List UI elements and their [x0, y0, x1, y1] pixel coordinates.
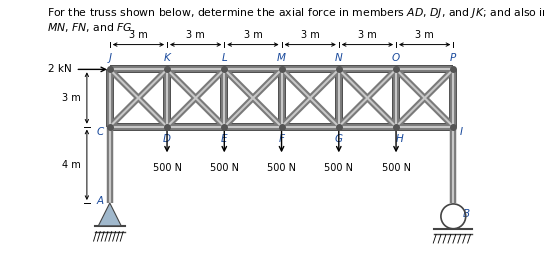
Text: J: J [108, 53, 112, 63]
Text: 500 N: 500 N [381, 163, 411, 173]
Text: 3 m: 3 m [129, 30, 148, 40]
Text: 4 m: 4 m [63, 160, 81, 170]
Text: 3 m: 3 m [244, 30, 262, 40]
Text: O: O [392, 53, 400, 63]
Text: For the truss shown below, determine the axial force in members $\mathit{AD}$, $: For the truss shown below, determine the… [47, 6, 544, 20]
Text: 500 N: 500 N [324, 163, 353, 173]
Text: F: F [279, 134, 285, 144]
Text: P: P [450, 53, 456, 63]
Text: A: A [97, 196, 104, 206]
Text: H: H [396, 134, 404, 144]
Text: N: N [335, 53, 343, 63]
Text: L: L [221, 53, 227, 63]
Text: 2 kN: 2 kN [48, 64, 72, 74]
Text: 500 N: 500 N [152, 163, 182, 173]
Text: K: K [164, 53, 170, 63]
Text: 3 m: 3 m [358, 30, 377, 40]
Text: C: C [97, 127, 104, 137]
Text: E: E [221, 134, 227, 144]
Text: 3 m: 3 m [301, 30, 319, 40]
Polygon shape [98, 203, 121, 226]
Text: 500 N: 500 N [210, 163, 239, 173]
Text: 3 m: 3 m [63, 93, 81, 103]
Text: M: M [277, 53, 286, 63]
Text: I: I [460, 127, 463, 137]
Text: G: G [335, 134, 343, 144]
Text: $\mathit{MN}$, $\mathit{FN}$, and $\mathit{FG}$.: $\mathit{MN}$, $\mathit{FN}$, and $\math… [47, 21, 135, 34]
Text: 3 m: 3 m [415, 30, 434, 40]
Text: D: D [163, 134, 171, 144]
Text: 3 m: 3 m [186, 30, 205, 40]
Text: 500 N: 500 N [267, 163, 296, 173]
Text: B: B [463, 209, 470, 219]
